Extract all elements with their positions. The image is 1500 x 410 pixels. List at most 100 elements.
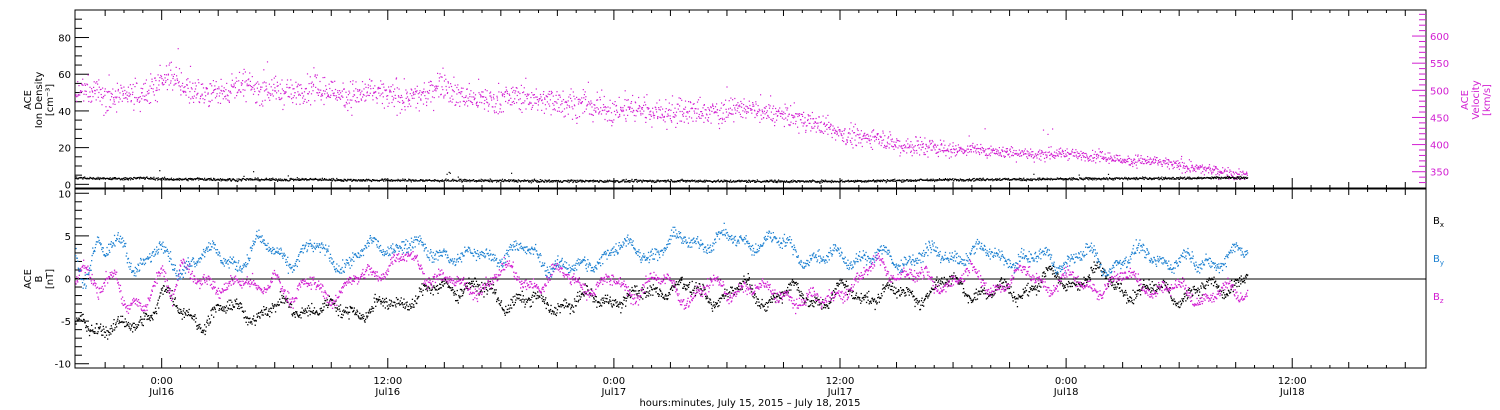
velocity-point	[297, 85, 299, 87]
density-point	[1046, 177, 1048, 179]
density-point	[1048, 178, 1050, 180]
velocity-point	[1157, 162, 1159, 164]
velocity-point	[665, 108, 667, 110]
velocity-point	[794, 116, 796, 118]
density-point	[152, 177, 154, 180]
velocity-point	[1216, 168, 1218, 170]
velocity-point	[997, 150, 999, 152]
density-point	[153, 176, 155, 178]
velocity-point	[622, 107, 624, 109]
velocity-point	[380, 93, 382, 95]
velocity-point	[679, 105, 681, 107]
density-point	[130, 177, 132, 179]
velocity-point	[243, 68, 245, 70]
velocity-point	[861, 139, 863, 141]
velocity-point	[194, 90, 196, 93]
velocity-point	[539, 93, 542, 96]
velocity-point	[395, 97, 397, 99]
density-point	[938, 179, 940, 181]
velocity-point	[169, 62, 171, 64]
velocity-point	[374, 91, 376, 93]
velocity-point	[203, 102, 205, 104]
velocity-point	[702, 115, 704, 117]
velocity-point	[705, 109, 707, 111]
density-point	[787, 181, 789, 183]
velocity-point	[1100, 152, 1103, 154]
density-point	[1084, 178, 1086, 180]
velocity-point	[118, 96, 120, 98]
density-point	[725, 180, 727, 182]
velocity-point	[264, 99, 266, 101]
velocity-point	[442, 67, 444, 69]
density-point	[318, 178, 320, 180]
density-point	[99, 178, 101, 181]
velocity-point	[895, 141, 897, 143]
density-point	[391, 179, 393, 181]
velocity-point	[775, 107, 777, 110]
velocity-point	[116, 82, 118, 84]
velocity-point	[1241, 171, 1243, 173]
density-point	[908, 180, 910, 182]
velocity-point	[277, 85, 279, 87]
velocity-point	[704, 117, 707, 119]
velocity-point	[1078, 152, 1080, 154]
velocity-point	[995, 148, 997, 150]
velocity-point	[582, 112, 584, 114]
velocity-point	[1140, 157, 1142, 159]
velocity-point	[836, 132, 838, 134]
velocity-point	[1054, 157, 1056, 159]
velocity-point	[699, 117, 701, 119]
velocity-point	[1104, 153, 1106, 155]
density-point	[228, 178, 230, 180]
density-point	[257, 178, 259, 180]
density-point	[176, 179, 178, 181]
velocity-point	[733, 104, 735, 106]
velocity-point	[920, 144, 922, 146]
density-point	[748, 179, 750, 181]
velocity-point	[702, 107, 704, 109]
velocity-point	[861, 145, 863, 148]
velocity-point	[1021, 155, 1023, 157]
density-point	[321, 177, 323, 179]
velocity-point	[779, 113, 781, 115]
velocity-tick-label: 450	[1430, 113, 1449, 124]
velocity-point	[87, 74, 89, 76]
density-point	[447, 179, 449, 181]
velocity-point	[854, 139, 856, 141]
velocity-point	[964, 150, 966, 152]
velocity-point	[1117, 155, 1119, 157]
velocity-point	[841, 140, 844, 142]
velocity-point	[355, 88, 357, 90]
velocity-point	[1179, 162, 1181, 164]
velocity-point	[758, 111, 760, 113]
velocity-point	[228, 101, 230, 103]
velocity-point	[601, 89, 603, 91]
density-point	[531, 179, 533, 181]
velocity-point	[607, 106, 609, 108]
velocity-point	[544, 97, 546, 99]
velocity-point	[926, 145, 928, 147]
density-point	[650, 180, 652, 182]
density-point	[1106, 177, 1108, 179]
velocity-point	[180, 89, 182, 91]
density-point	[1086, 177, 1088, 179]
velocity-point	[794, 123, 797, 125]
density-point	[671, 180, 673, 182]
velocity-point	[452, 90, 454, 92]
velocity-point	[311, 86, 313, 88]
velocity-point	[1062, 150, 1064, 153]
velocity-point	[1226, 174, 1228, 176]
plasma-panel-frame	[74, 9, 1427, 189]
velocity-point	[817, 125, 819, 127]
velocity-point	[741, 102, 743, 105]
density-point	[878, 179, 880, 181]
velocity-point	[479, 93, 481, 95]
velocity-point	[536, 99, 538, 101]
velocity-point	[1117, 159, 1119, 161]
velocity-point	[1189, 170, 1191, 172]
velocity-point	[624, 90, 626, 92]
velocity-point	[944, 150, 946, 152]
velocity-point	[1139, 162, 1142, 164]
velocity-point	[1179, 164, 1181, 166]
density-point	[538, 181, 540, 183]
